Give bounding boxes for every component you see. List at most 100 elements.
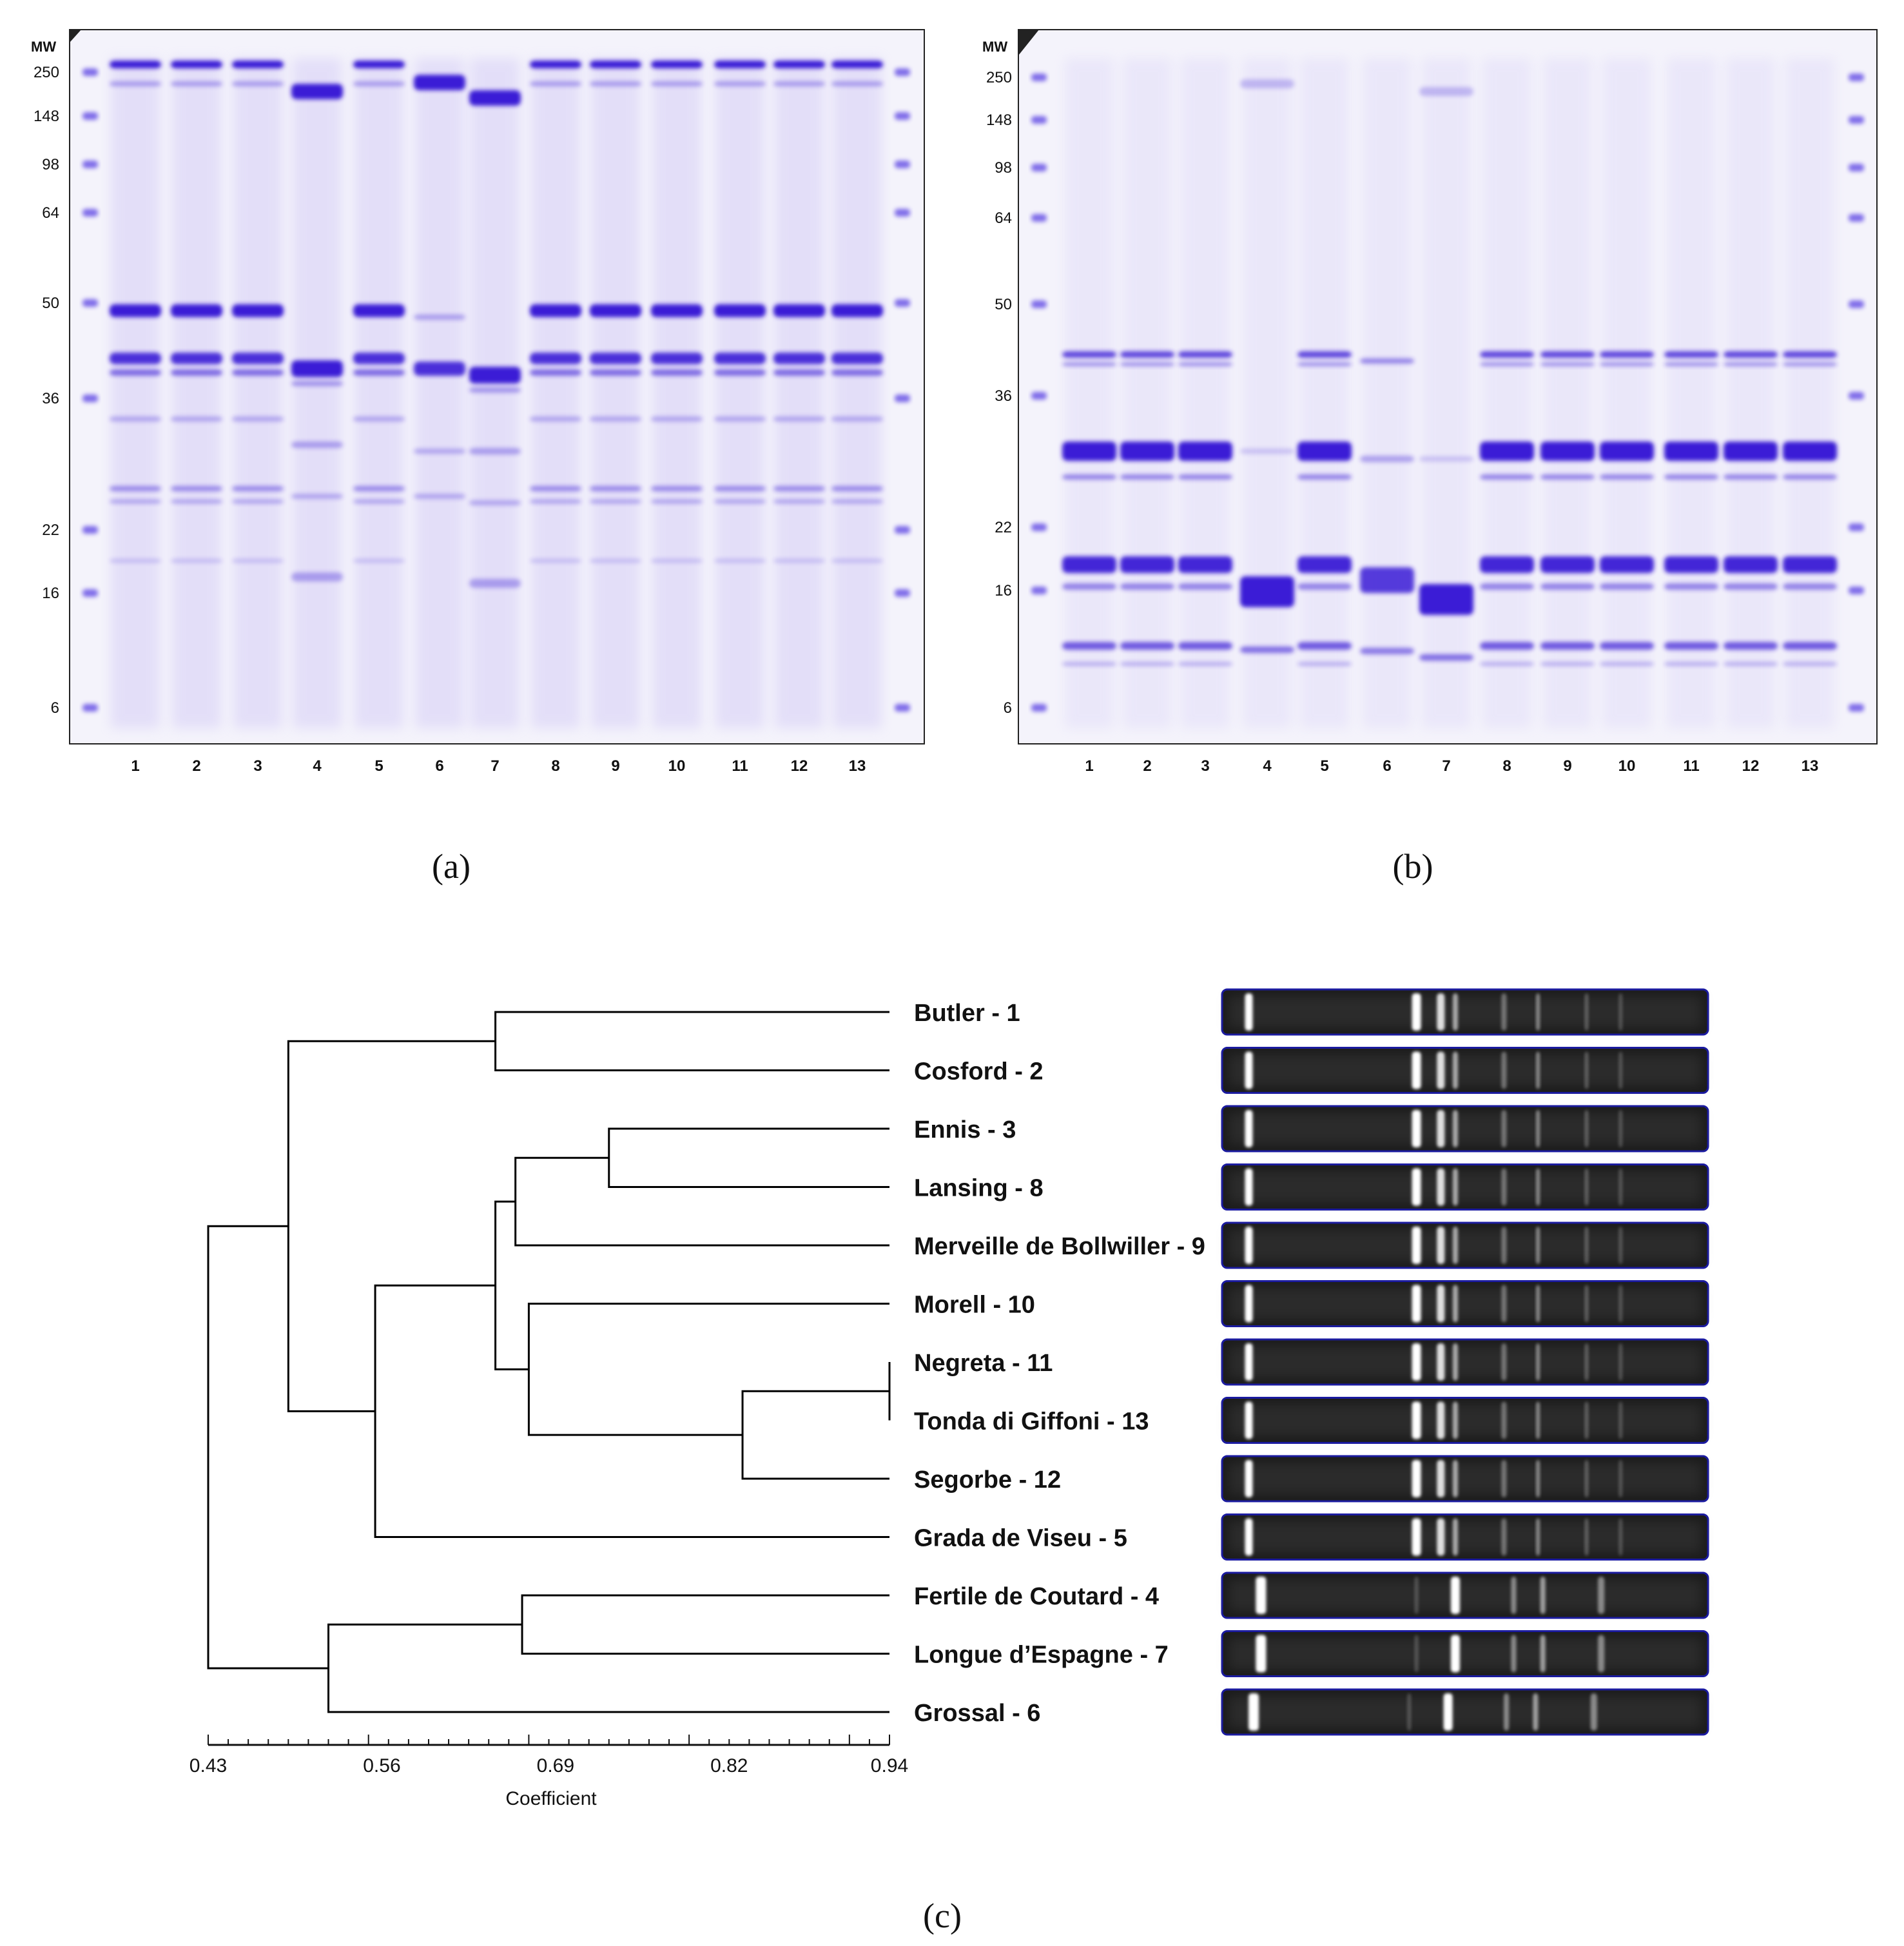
- gel-a-band: [590, 353, 641, 364]
- gel-a-lane: [714, 58, 766, 728]
- gel-a-band: [651, 61, 703, 68]
- strip-band: [1536, 1401, 1540, 1439]
- strip-band: [1437, 1168, 1445, 1206]
- gel-a-band: [110, 81, 161, 86]
- gel-b-lane-label: 8: [1502, 757, 1511, 775]
- gel-b-lane-smear: [1785, 58, 1834, 728]
- gel-a-mw-labels: 250 148 98 64 50 36 22 16 6: [34, 64, 59, 717]
- gel-b-lane-label: 1: [1085, 757, 1093, 775]
- gel-b-lane: [1664, 58, 1718, 728]
- strip-band: [1437, 1343, 1445, 1381]
- strip-band: [1412, 1051, 1421, 1089]
- gel-a-band: [291, 442, 343, 448]
- gel-b-lane: [1600, 58, 1654, 728]
- gel-a-band: [590, 559, 641, 563]
- dendrogram-link: [207, 1225, 329, 1669]
- coefficient-axis: 0.43 0.56 0.69 0.82 0.94: [189, 1735, 908, 1776]
- strip-band: [1536, 1518, 1540, 1556]
- gel-a-band: [232, 416, 284, 422]
- dendrogram-leaf-label: Grossal - 6: [914, 1700, 1040, 1727]
- gel-b-lane: [1297, 58, 1352, 728]
- gel-b-corner-mark: [1018, 30, 1039, 55]
- strip-band: [1501, 1401, 1507, 1439]
- gel-a-lane-label: 2: [192, 757, 200, 775]
- gel-a-band: [353, 559, 405, 563]
- strip-band: [1450, 1577, 1460, 1614]
- gel-b-band: [1600, 642, 1654, 650]
- strip-band: [1437, 1285, 1445, 1323]
- gel-a-band: [110, 353, 161, 364]
- dendrogram-leaf-label: Lansing - 8: [914, 1175, 1044, 1202]
- dendrogram-leaf-label: Morell - 10: [914, 1292, 1035, 1319]
- gel-b-marker-band: [1031, 523, 1047, 531]
- gel-b-band: [1240, 449, 1294, 454]
- gel-b-lane-label: 4: [1263, 757, 1272, 775]
- gel-a-lane: [171, 58, 222, 728]
- strip-band: [1618, 1401, 1623, 1439]
- gel-b-band: [1178, 474, 1232, 480]
- densitometry-strips: [1221, 988, 1709, 1736]
- coefficient-tick-label: 0.43: [189, 1755, 227, 1776]
- densitometry-strip: [1221, 1163, 1709, 1211]
- strip-band: [1584, 1518, 1589, 1556]
- strip-smear: [1229, 1579, 1702, 1611]
- gel-a-band: [232, 304, 284, 317]
- gel-a-marker-band: [83, 161, 98, 168]
- coefficient-tick-label: 0.82: [710, 1755, 748, 1776]
- strip-band: [1618, 993, 1623, 1031]
- strip-band: [1437, 1518, 1445, 1556]
- gel-a-lane-label: 4: [313, 757, 322, 775]
- panel-a-label: (a): [432, 847, 471, 886]
- strip-band: [1584, 1168, 1589, 1206]
- gel-a-marker-ladder: [83, 68, 910, 712]
- strip-smear: [1229, 1521, 1702, 1553]
- strip-band: [1501, 1227, 1507, 1264]
- gel-b-band: [1120, 662, 1174, 666]
- gel-a-marker-band: [83, 209, 98, 217]
- gel-b-band: [1600, 351, 1654, 358]
- strip-band: [1618, 1110, 1623, 1147]
- gel-a-band: [414, 315, 465, 320]
- gel-b-band: [1724, 442, 1778, 461]
- gel-a-band: [651, 369, 703, 376]
- strip-band: [1452, 1401, 1458, 1439]
- gel-b-band: [1240, 576, 1294, 607]
- gel-b-band: [1297, 351, 1352, 358]
- strip-band: [1501, 1518, 1507, 1556]
- gel-b-band: [1540, 362, 1595, 366]
- gel-a-band: [831, 81, 883, 86]
- gel-a-marker-band: [83, 526, 98, 534]
- gel-a-band: [353, 353, 405, 364]
- dendrogram-link: [327, 1623, 889, 1713]
- strip-band: [1618, 1518, 1623, 1556]
- gel-a-band: [414, 362, 465, 376]
- gel-b-band: [1783, 362, 1837, 366]
- gel-b-marker-band: [1031, 392, 1047, 400]
- gel-a-marker-band: [83, 394, 98, 402]
- gel-a-lanes: [110, 58, 883, 728]
- gel-a-lane: [773, 58, 825, 728]
- strip-band: [1245, 1343, 1253, 1381]
- densitometry-strip: [1221, 1047, 1709, 1094]
- gel-b-band: [1120, 474, 1174, 480]
- gel-b-marker-band: [1849, 164, 1864, 171]
- gel-b-lane-smear: [1422, 58, 1471, 728]
- dendrogram-link: [741, 1390, 889, 1480]
- strip-smear: [1229, 996, 1702, 1028]
- gel-a-band: [831, 500, 883, 503]
- strip-band: [1501, 993, 1507, 1031]
- strip-band: [1452, 1518, 1458, 1556]
- gel-b-lane-smear: [1363, 58, 1412, 728]
- gel-b-band: [1062, 474, 1116, 480]
- strip-band: [1412, 1460, 1421, 1497]
- gel-b-band: [1600, 362, 1654, 366]
- gel-a-marker-band: [895, 299, 910, 307]
- dendrogram-leaf-labels: Butler - 1 Cosford - 2 Ennis - 3 Lansing - …: [914, 1000, 1205, 1727]
- strip-band: [1536, 1460, 1540, 1497]
- gel-a-lane-label: 11: [732, 757, 748, 775]
- gel-b-mw-label: 98: [995, 159, 1012, 177]
- gel-b-band: [1480, 474, 1534, 480]
- gel-a-lane: [530, 58, 581, 728]
- gel-b-band: [1178, 442, 1232, 461]
